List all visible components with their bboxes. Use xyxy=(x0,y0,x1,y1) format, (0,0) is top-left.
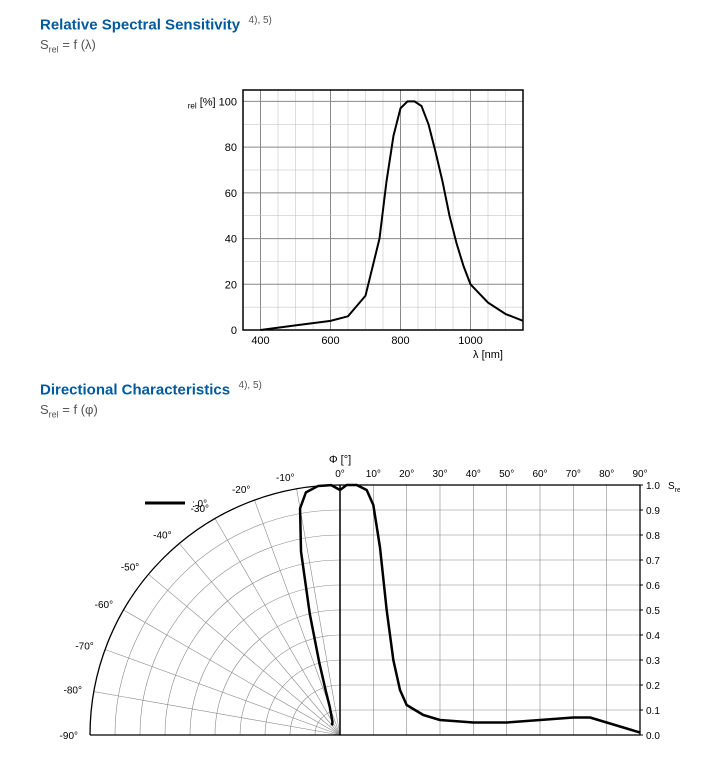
svg-text:-20°: -20° xyxy=(232,485,250,496)
directional-chart: Φ [°] 0° 10° 20° 30° 40° 50° 60° 70° 80° 90° 0.0 0.1… xyxy=(40,445,680,755)
svg-text:0.2: 0.2 xyxy=(646,681,660,692)
svg-text:60°: 60° xyxy=(532,469,547,480)
svg-text:-40°: -40° xyxy=(153,530,171,541)
svg-text:0.8: 0.8 xyxy=(646,531,660,542)
title-notes: 4), 5) xyxy=(249,15,272,26)
svg-text:-80°: -80° xyxy=(64,685,82,696)
subtitle-spectral: Srel = f (λ) xyxy=(40,37,720,55)
svg-text:60: 60 xyxy=(224,188,236,200)
spectral-chart: 400 600 800 1000 λ [nm] 0 20 40 60 80 Srel [%] 100 xyxy=(188,80,533,365)
spectral-chart-holder: 400 600 800 1000 λ [nm] 0 20 40 60 80 Srel [%] 100 xyxy=(0,80,720,365)
svg-text:Srel: Srel xyxy=(668,481,680,494)
svg-text:0.6: 0.6 xyxy=(646,581,660,592)
svg-text:0.9: 0.9 xyxy=(646,506,660,517)
svg-text:-60°: -60° xyxy=(95,600,113,611)
section-title-row: Relative Spectral Sensitivity 4), 5) xyxy=(40,15,720,34)
svg-text:0°: 0° xyxy=(335,469,345,480)
svg-text:90°: 90° xyxy=(632,469,647,480)
section-directional: Directional Characteristics 4), 5) Srel … xyxy=(40,380,720,420)
section-title-row: Directional Characteristics 4), 5) xyxy=(40,380,720,399)
svg-text:0.5: 0.5 xyxy=(646,606,660,617)
svg-text:-70°: -70° xyxy=(75,641,93,652)
svg-text:-90°: -90° xyxy=(60,731,78,742)
svg-text:0.3: 0.3 xyxy=(646,656,660,667)
svg-text:-10°: -10° xyxy=(276,473,294,484)
svg-text:1.0: 1.0 xyxy=(646,481,660,492)
svg-text:80: 80 xyxy=(224,142,236,154)
svg-text:30°: 30° xyxy=(432,469,447,480)
title-spectral: Relative Spectral Sensitivity xyxy=(40,16,240,33)
section-spectral: Relative Spectral Sensitivity 4), 5) Sre… xyxy=(40,15,720,55)
svg-text:800: 800 xyxy=(391,335,409,347)
svg-text:70°: 70° xyxy=(566,469,581,480)
svg-text:40: 40 xyxy=(224,233,236,245)
svg-text:-50°: -50° xyxy=(121,562,139,573)
svg-text:600: 600 xyxy=(321,335,339,347)
svg-text:λ [nm]: λ [nm] xyxy=(473,349,503,361)
svg-text:20: 20 xyxy=(224,279,236,291)
svg-text:0.4: 0.4 xyxy=(646,631,660,642)
svg-text:0.0: 0.0 xyxy=(646,731,660,742)
subtitle-directional: Srel = f (φ) xyxy=(40,402,720,420)
svg-text:10°: 10° xyxy=(366,469,381,480)
title-notes-2: 4), 5) xyxy=(239,380,262,391)
svg-text:: 0°: : 0° xyxy=(192,499,207,510)
svg-text:0.1: 0.1 xyxy=(646,706,660,717)
svg-text:Srel [%] 100: Srel [%] 100 xyxy=(188,96,237,110)
svg-text:Φ [°]: Φ [°] xyxy=(329,454,351,466)
svg-text:40°: 40° xyxy=(466,469,481,480)
svg-text:0: 0 xyxy=(230,325,236,337)
svg-text:1000: 1000 xyxy=(458,335,482,347)
svg-text:80°: 80° xyxy=(599,469,614,480)
svg-text:400: 400 xyxy=(251,335,269,347)
title-directional: Directional Characteristics xyxy=(40,381,230,398)
svg-text:0.7: 0.7 xyxy=(646,556,660,567)
svg-text:20°: 20° xyxy=(399,469,414,480)
directional-chart-holder: Φ [°] 0° 10° 20° 30° 40° 50° 60° 70° 80° 90° 0.0 0.1… xyxy=(40,445,720,755)
svg-text:50°: 50° xyxy=(499,469,514,480)
